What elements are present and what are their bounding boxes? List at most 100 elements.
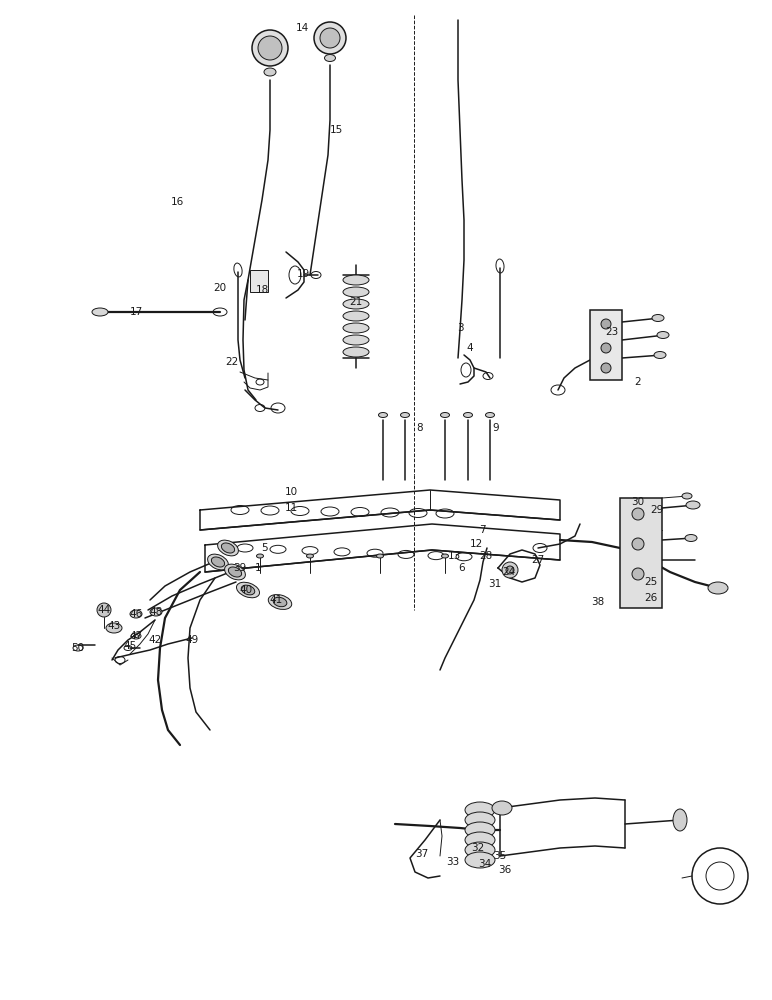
Ellipse shape (236, 582, 259, 598)
Text: 41: 41 (269, 595, 283, 605)
Circle shape (601, 319, 611, 329)
Ellipse shape (463, 412, 472, 418)
Bar (590, 310, 622, 380)
Text: 24: 24 (503, 567, 516, 577)
Text: 25: 25 (645, 577, 658, 587)
Ellipse shape (378, 412, 388, 418)
Ellipse shape (324, 54, 336, 62)
Circle shape (252, 30, 288, 66)
Text: 19: 19 (296, 269, 310, 279)
Text: 8: 8 (417, 423, 423, 433)
Ellipse shape (441, 412, 449, 418)
Ellipse shape (130, 610, 142, 618)
Ellipse shape (208, 554, 229, 570)
Text: 32: 32 (472, 843, 485, 853)
Ellipse shape (377, 554, 384, 558)
Ellipse shape (306, 554, 313, 558)
Ellipse shape (343, 287, 369, 297)
Ellipse shape (442, 554, 449, 558)
Text: 30: 30 (631, 497, 645, 507)
Text: 17: 17 (130, 307, 143, 317)
Text: 35: 35 (493, 851, 506, 861)
Ellipse shape (225, 564, 245, 580)
Text: 21: 21 (350, 297, 363, 307)
Text: 42: 42 (148, 635, 161, 645)
Text: 46: 46 (130, 609, 143, 619)
Text: 9: 9 (493, 423, 499, 433)
Ellipse shape (652, 314, 664, 322)
Text: 48: 48 (149, 607, 163, 617)
Circle shape (632, 538, 644, 550)
Ellipse shape (150, 608, 162, 616)
Circle shape (97, 603, 111, 617)
Text: 26: 26 (645, 593, 658, 603)
Text: 44: 44 (97, 605, 110, 615)
Ellipse shape (657, 332, 669, 338)
Ellipse shape (92, 308, 108, 316)
Ellipse shape (708, 582, 728, 594)
Ellipse shape (673, 809, 687, 831)
Text: 33: 33 (446, 857, 459, 867)
Ellipse shape (218, 540, 239, 556)
Ellipse shape (465, 802, 495, 818)
Text: 12: 12 (469, 539, 482, 549)
Text: 1: 1 (255, 563, 261, 573)
Text: 18: 18 (256, 285, 269, 295)
Circle shape (502, 562, 518, 578)
Text: 40: 40 (239, 585, 252, 595)
Text: 39: 39 (233, 563, 246, 573)
Text: 38: 38 (591, 597, 604, 607)
Bar (250, 270, 268, 292)
Circle shape (506, 566, 514, 574)
Text: 2: 2 (635, 377, 642, 387)
Text: 11: 11 (284, 503, 298, 513)
Ellipse shape (343, 299, 369, 309)
Ellipse shape (264, 68, 276, 76)
Ellipse shape (343, 347, 369, 357)
Bar (620, 498, 662, 608)
Text: 27: 27 (531, 555, 544, 565)
Ellipse shape (654, 352, 666, 359)
Circle shape (601, 363, 611, 373)
Text: 45: 45 (124, 641, 137, 651)
Ellipse shape (343, 311, 369, 321)
Ellipse shape (465, 852, 495, 868)
Ellipse shape (682, 493, 692, 499)
Text: 43: 43 (107, 621, 120, 631)
Text: 23: 23 (605, 327, 618, 337)
Ellipse shape (106, 623, 122, 633)
Text: 49: 49 (185, 635, 198, 645)
Text: 6: 6 (459, 563, 466, 573)
Ellipse shape (343, 275, 369, 285)
Ellipse shape (222, 543, 235, 553)
Ellipse shape (401, 412, 409, 418)
Ellipse shape (492, 801, 512, 815)
Text: 7: 7 (479, 525, 486, 535)
Text: 22: 22 (225, 357, 239, 367)
Text: 14: 14 (296, 23, 309, 33)
Circle shape (314, 22, 346, 54)
Text: 4: 4 (467, 343, 473, 353)
Text: 10: 10 (284, 487, 297, 497)
Text: 50: 50 (72, 643, 85, 653)
Ellipse shape (343, 335, 369, 345)
Ellipse shape (465, 822, 495, 838)
Text: 5: 5 (262, 543, 269, 553)
Text: 16: 16 (171, 197, 184, 207)
Text: 15: 15 (330, 125, 343, 135)
Text: 13: 13 (448, 551, 461, 561)
Ellipse shape (212, 557, 225, 567)
Text: 3: 3 (457, 323, 463, 333)
Text: 34: 34 (479, 859, 492, 869)
Ellipse shape (268, 595, 292, 609)
Ellipse shape (686, 501, 700, 509)
Circle shape (320, 28, 340, 48)
Circle shape (632, 508, 644, 520)
Circle shape (258, 36, 282, 60)
Text: 28: 28 (479, 551, 493, 561)
Circle shape (632, 568, 644, 580)
Text: 31: 31 (489, 579, 502, 589)
Ellipse shape (273, 597, 287, 607)
Ellipse shape (465, 832, 495, 848)
Text: 29: 29 (650, 505, 664, 515)
